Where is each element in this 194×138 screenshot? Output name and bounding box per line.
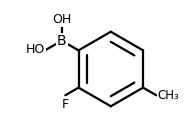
Text: HO: HO <box>26 43 45 56</box>
Text: F: F <box>62 98 69 111</box>
Text: CH₃: CH₃ <box>158 89 179 102</box>
Text: B: B <box>57 34 67 48</box>
Text: OH: OH <box>52 13 71 26</box>
